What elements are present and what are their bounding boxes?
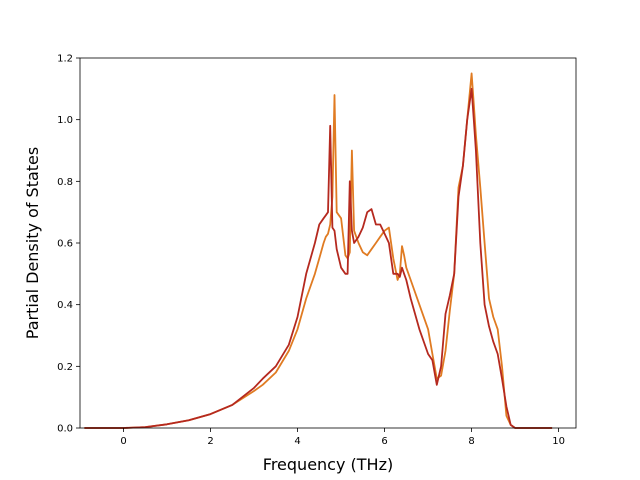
x-tick-label: 2 [207, 436, 213, 447]
series-line-1 [84, 72, 553, 429]
y-tick-label: 0.2 [57, 362, 73, 373]
y-tick-label: 0.0 [57, 424, 73, 435]
y-axis-label: Partial Density of States [23, 147, 42, 339]
series-line-2 [84, 87, 553, 429]
y-tick-label: 0.4 [57, 300, 73, 311]
series-layer [84, 72, 553, 429]
x-tick-label: 6 [381, 436, 387, 447]
x-tick-label: 8 [468, 436, 474, 447]
x-tick-label: 10 [552, 436, 565, 447]
y-tick-label: 0.6 [57, 239, 73, 250]
plot-area-background [80, 58, 576, 428]
y-tick-label: 1.2 [57, 54, 73, 65]
x-axis-ticks: 0 2 4 6 8 10 [120, 428, 565, 447]
x-axis-label: Frequency (THz) [263, 455, 393, 474]
y-axis-ticks: 0.0 0.2 0.4 0.6 0.8 1.0 1.2 [57, 54, 80, 435]
x-tick-label: 4 [294, 436, 300, 447]
x-tick-label: 0 [120, 436, 126, 447]
y-tick-label: 0.8 [57, 177, 73, 188]
y-tick-label: 1.0 [57, 115, 73, 126]
